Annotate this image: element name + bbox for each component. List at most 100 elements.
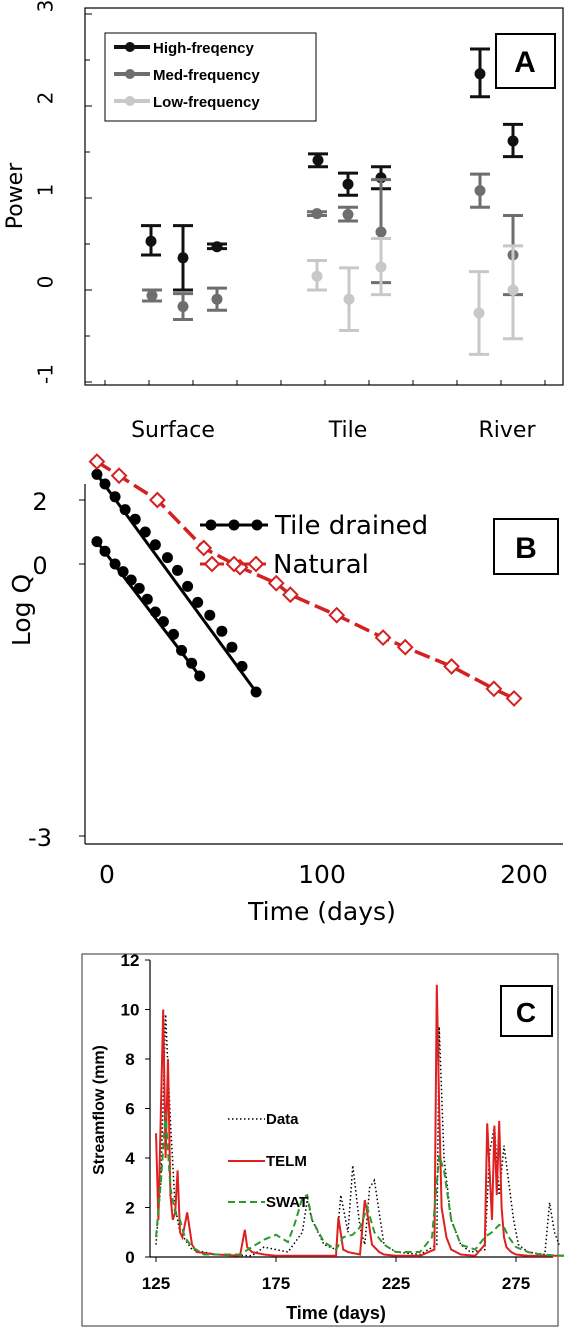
data-point-tile <box>91 468 103 480</box>
legend-marker-natural <box>247 555 265 573</box>
data-point-tile <box>236 660 248 672</box>
legend-marker-natural <box>203 555 221 573</box>
data-point-natural <box>328 606 346 624</box>
data-point-tile <box>167 628 179 640</box>
data-point-natural <box>195 539 213 557</box>
legend-label-c: SWAT <box>266 1194 308 1211</box>
legend-label-c: TELM <box>266 1153 307 1170</box>
y-tick-label-b: 2 <box>32 488 47 516</box>
data-point-natural <box>148 491 166 509</box>
data-point-tile <box>91 536 103 548</box>
y-tick-label-c: 4 <box>125 1149 135 1168</box>
data-point-tile <box>176 644 188 656</box>
y-tick-label-a: 0 <box>34 276 58 289</box>
panel-a: -1 0 1 2 3 Power Surface Tile River High-freqency… <box>3 0 564 443</box>
data-point-a <box>311 208 323 220</box>
y-tick-label-c: 6 <box>125 1100 134 1119</box>
x-tick-label-c: 125 <box>142 1274 170 1293</box>
data-point-tile <box>186 657 198 669</box>
data-point-a <box>474 68 486 80</box>
legend-label-tile: Tile drained <box>274 511 428 541</box>
y-axis-label-a: Power <box>3 162 28 229</box>
y-tick-label-a: -1 <box>34 364 58 384</box>
data-point-tile <box>149 606 161 618</box>
data-point-tile <box>172 564 184 576</box>
data-point-natural <box>281 586 299 604</box>
data-point-tile <box>192 596 204 608</box>
data-point-tile <box>141 593 153 605</box>
data-point-tile <box>117 566 129 578</box>
legend-label-c: Data <box>266 1111 299 1128</box>
data-point-natural <box>443 657 460 675</box>
legend-marker-tile <box>205 519 217 531</box>
data-point-tile <box>250 686 262 698</box>
x-tick-label-b: 0 <box>99 860 115 889</box>
data-point-tile <box>194 670 206 682</box>
data-point-a <box>375 226 387 238</box>
plot-frame-a <box>84 7 564 386</box>
legend-label-a: High-freqency <box>153 40 255 57</box>
legend-label-natural: Natural <box>273 550 369 580</box>
panel-letter-box-a <box>495 33 556 89</box>
panel-letter-a: A <box>514 46 536 79</box>
data-point-natural <box>267 574 285 592</box>
data-point-a <box>375 261 387 273</box>
data-point-a <box>343 293 355 305</box>
y-tick-label-c: 0 <box>125 1248 134 1267</box>
panel-c: 0 2 4 6 8 10 12 125 175 225 275 Time (days) Streamfl… <box>81 951 565 1327</box>
data-point-a <box>177 252 189 264</box>
legend-marker-a <box>125 69 135 79</box>
category-label-a: River <box>479 418 537 443</box>
data-point-a <box>146 290 158 302</box>
legend-marker-natural <box>225 555 243 573</box>
panel-letter-c: C <box>516 997 536 1028</box>
y-axis-label-c: Streamflow (mm) <box>91 1045 108 1175</box>
legend-marker-a <box>125 42 135 52</box>
x-tick-label-c: 275 <box>502 1274 530 1293</box>
data-point-tile <box>99 478 111 490</box>
data-point-tile <box>99 545 111 557</box>
legend-label-a: Low-frequency <box>153 94 260 111</box>
data-point-natural <box>374 629 392 647</box>
y-axis-label-b: Log Q <box>7 574 36 646</box>
data-point-a <box>507 284 519 296</box>
data-point-a <box>145 235 157 247</box>
y-tick-label-a: 3 <box>34 0 58 12</box>
series-line-swat <box>155 1113 565 1257</box>
legend-marker-tile <box>251 519 263 531</box>
data-point-tile <box>125 574 137 586</box>
panel-b: 2 0 -3 0 100 200 Time (days) Log Q Tile drained N… <box>7 453 563 926</box>
x-axis-label-b: Time (days) <box>247 897 396 926</box>
data-point-a <box>211 293 223 305</box>
category-label-a: Surface <box>131 418 215 443</box>
panel-letter-box-b <box>493 518 559 575</box>
y-tick-label-c: 10 <box>121 1001 140 1020</box>
y-tick-label-c: 12 <box>121 951 140 970</box>
data-point-tile <box>133 582 145 594</box>
legend-marker-tile <box>228 519 240 531</box>
y-tick-label-a: 2 <box>34 92 58 105</box>
data-point-a <box>177 301 189 313</box>
category-label-a: Tile <box>328 418 368 443</box>
legend-marker-a <box>125 96 135 106</box>
data-point-natural <box>88 453 106 471</box>
data-point-tile <box>109 491 121 503</box>
data-point-tile <box>204 609 216 621</box>
y-tick-label-b: -3 <box>28 824 52 852</box>
panel-letter-box-c <box>500 985 553 1037</box>
data-point-a <box>507 135 519 147</box>
data-point-tile <box>119 504 131 516</box>
y-tick-label-a: 1 <box>34 184 58 197</box>
data-point-a <box>342 178 354 190</box>
data-point-tile <box>129 513 141 525</box>
data-point-tile <box>149 539 161 551</box>
data-point-a <box>211 241 223 253</box>
data-point-natural <box>485 680 503 698</box>
data-point-a <box>473 307 485 319</box>
x-axis-label-c: Time (days) <box>286 1303 386 1323</box>
data-point-natural <box>396 638 414 656</box>
data-point-a <box>474 185 486 197</box>
data-point-tile <box>216 625 228 637</box>
data-point-tile <box>226 641 238 653</box>
